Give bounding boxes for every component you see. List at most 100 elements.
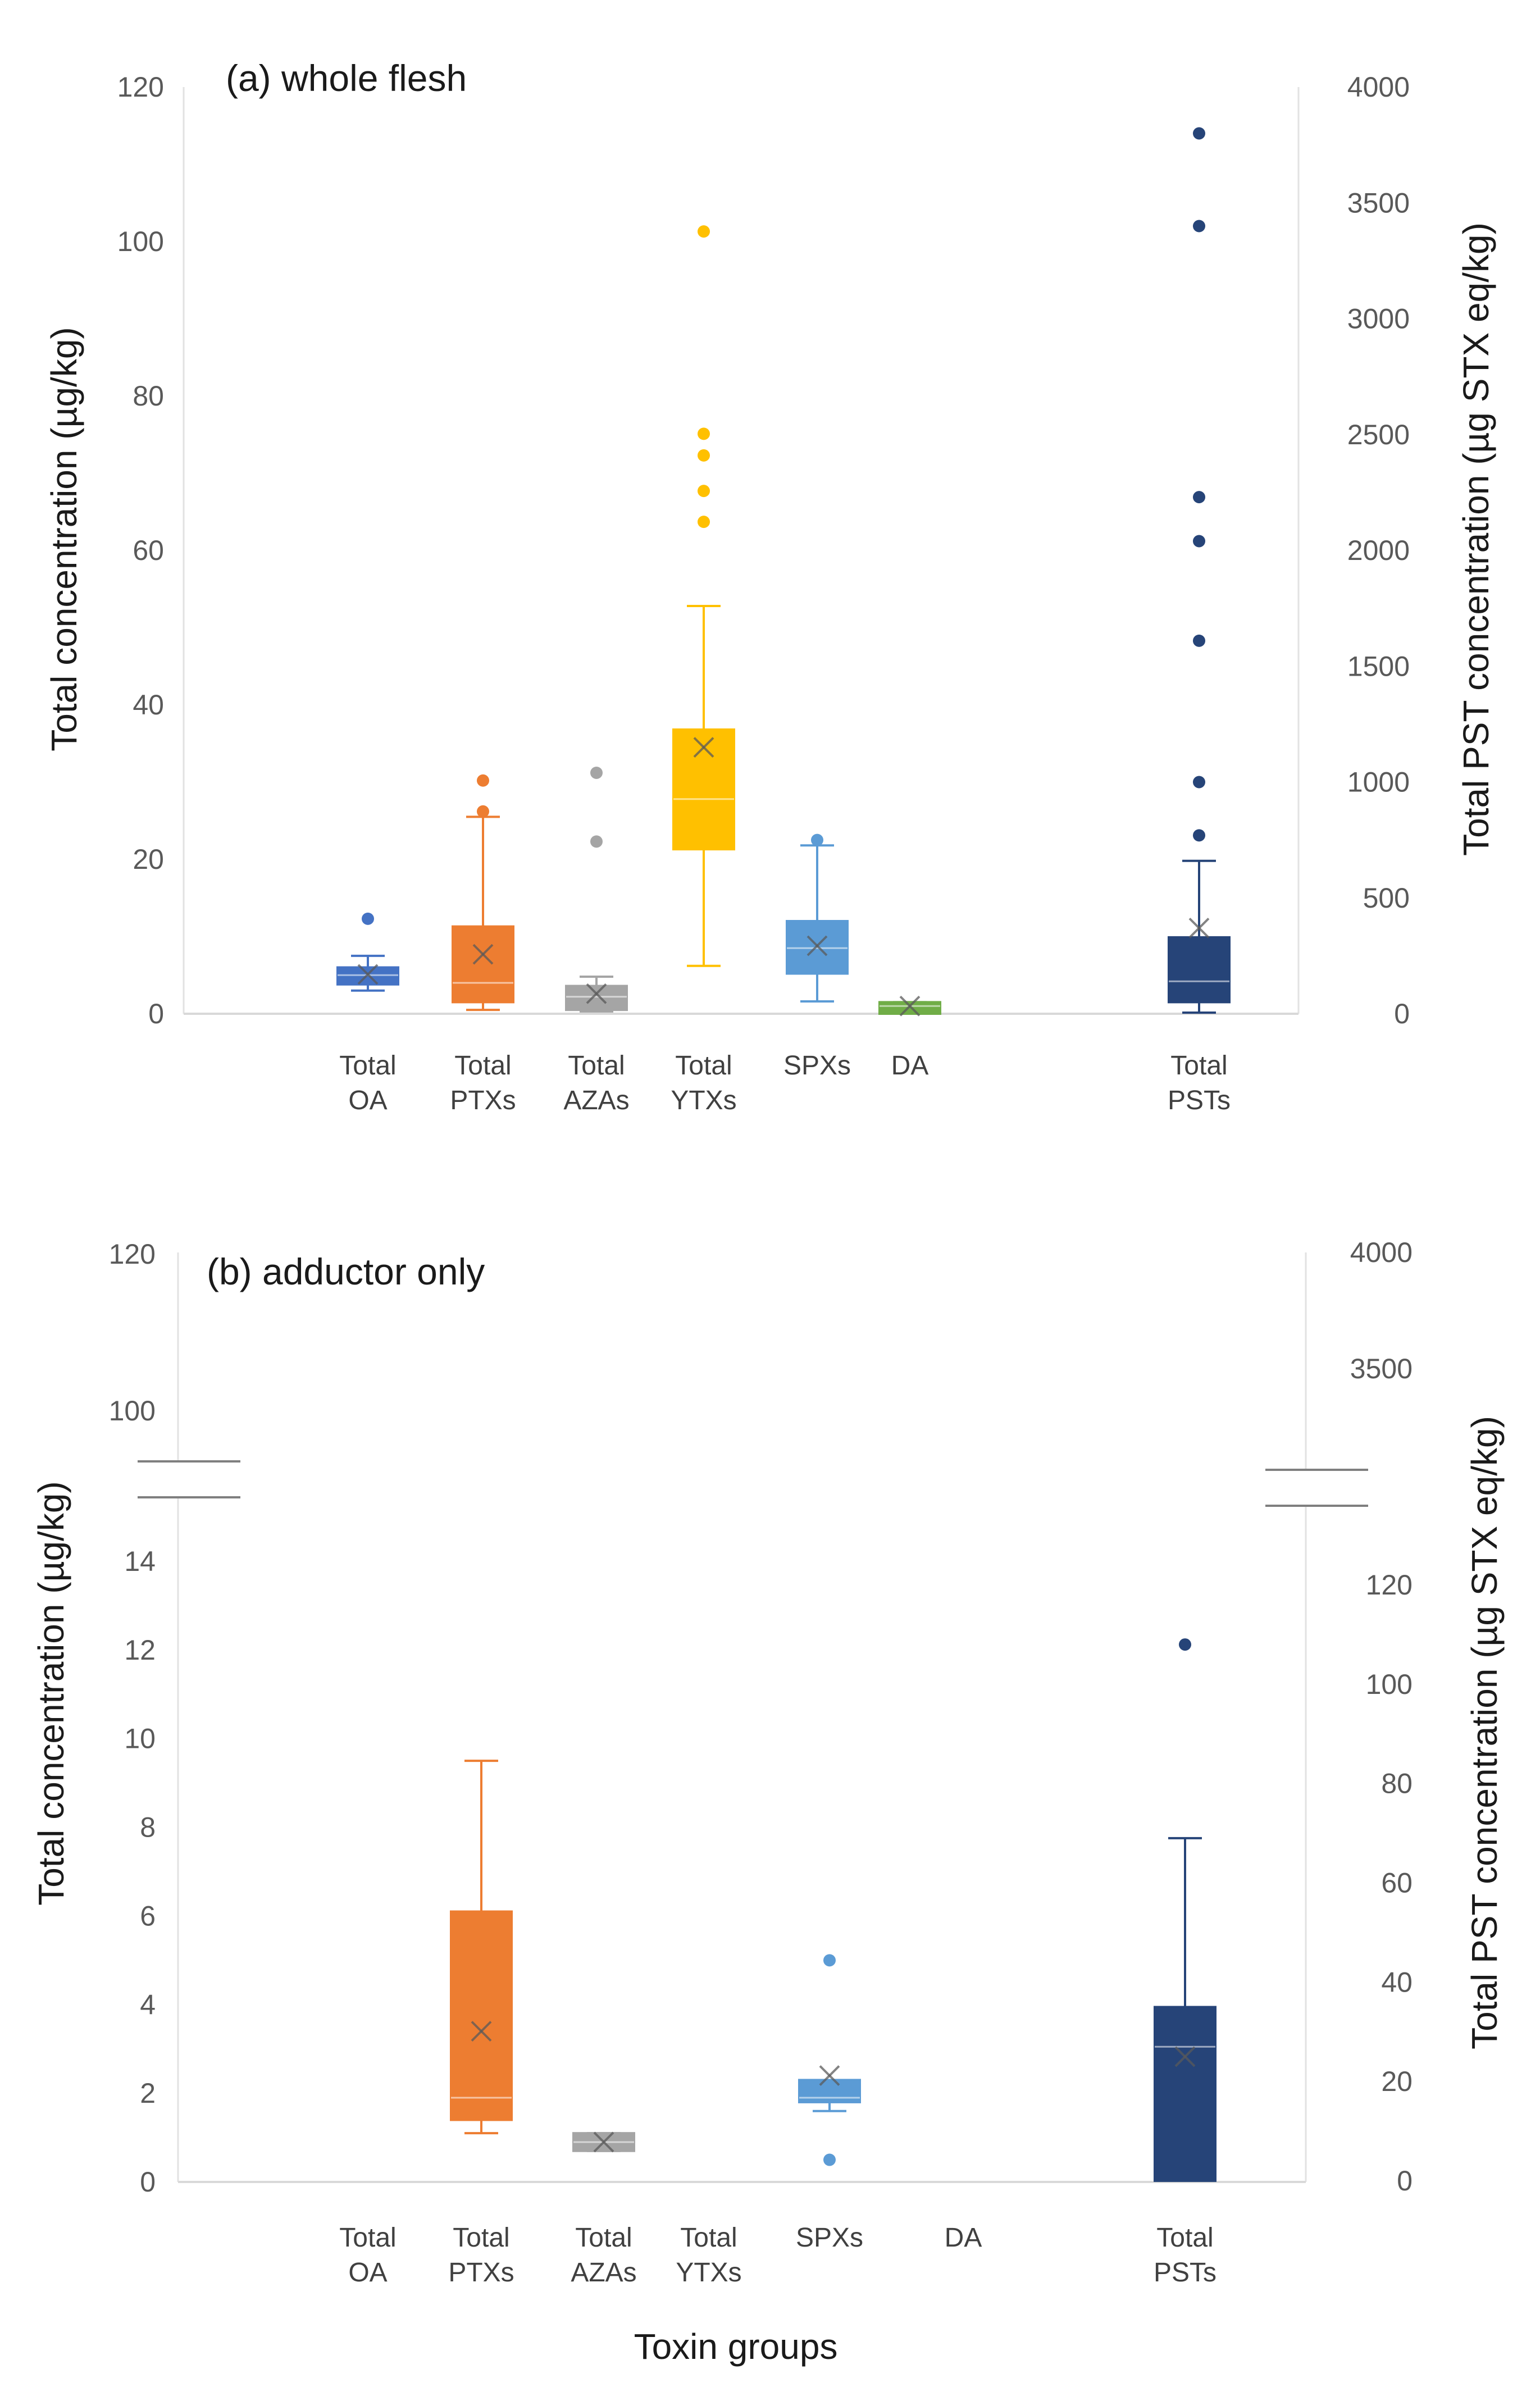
y-tick-label: 8 [140, 1812, 156, 1843]
panel-b-left-axis-title: Total concentration (µg/kg) [31, 1481, 71, 1905]
category-label-line: PSTs [1154, 2258, 1216, 2288]
category-label-line: Total [675, 1051, 732, 1081]
outlier-point [698, 449, 710, 462]
mean-marker [472, 944, 494, 965]
y2-tick-label: 4000 [1347, 71, 1410, 103]
outlier-point [823, 2153, 836, 2166]
y-tick-label: 80 [133, 380, 164, 412]
category-label-line: OA [348, 2258, 387, 2288]
y2-tick-label: 3500 [1347, 187, 1410, 218]
mean-marker [807, 935, 828, 956]
panel-a-right-y-ticks: 0 500 1000 1500 2000 2500 3000 3500 4000 [1347, 71, 1410, 1029]
category-label: Total OA [339, 1051, 396, 1115]
box-total-ptxs [450, 1760, 513, 2135]
mean-marker [819, 2065, 840, 2086]
mean-marker [693, 737, 714, 758]
outlier-point [1179, 1638, 1191, 1651]
outlier-point [698, 225, 710, 238]
category-label-line: PTXs [450, 1086, 516, 1115]
outlier-point [1193, 829, 1205, 842]
y-tick-label: 20 [133, 844, 164, 875]
panel-b-left-y-ticks: 0 2 4 6 8 10 12 14 100 120 [109, 1238, 156, 2198]
y2-tick-label: 1000 [1347, 767, 1410, 798]
y-tick-label: 0 [148, 998, 164, 1029]
outlier-point [1193, 220, 1205, 233]
category-label: DA [891, 1051, 929, 1081]
outlier-point [477, 774, 489, 787]
category-label-line: YTXs [676, 2258, 741, 2288]
panel-b-title: (b) adductor only [207, 1251, 485, 1292]
box-total-psts [1154, 1638, 1216, 2183]
y-tick-label: 100 [109, 1395, 156, 1427]
category-label-line: Total [1156, 2223, 1213, 2253]
box-iqr [565, 985, 628, 1012]
category-label-line: PTXs [448, 2258, 514, 2288]
y-tick-label: 10 [124, 1723, 156, 1755]
box-da [878, 995, 941, 1017]
x-axis-title: Toxin groups [634, 2326, 838, 2367]
outlier-point [1193, 535, 1205, 548]
box-iqr [878, 1001, 941, 1015]
box-total-oa [336, 912, 399, 992]
panel-a: 0 20 40 60 80 100 120 0 500 1000 1500 2000 2500 3000… [44, 57, 1496, 1115]
y-tick-label: 40 [133, 689, 164, 721]
mean-marker [1174, 2046, 1196, 2067]
y2-tick-label: 1500 [1347, 650, 1410, 682]
box-iqr [1154, 2006, 1216, 2183]
panel-a-left-axis-title: Total concentration (µg/kg) [44, 327, 84, 751]
panel-a-category-labels: Total OA Total PTXs Total AZAs Total YTXs SPXs DA… [339, 1051, 1231, 1115]
y-tick-label: 6 [140, 1900, 156, 1931]
category-label-line: PSTs [1168, 1086, 1231, 1115]
outlier-point [811, 833, 823, 846]
box-total-azas [565, 767, 628, 1013]
panel-a-right-axis-title: Total PST concentration (µg STX eq/kg) [1456, 222, 1496, 856]
outlier-point [698, 516, 710, 529]
box-total-ptxs [452, 774, 514, 1012]
box-total-azas [572, 2131, 635, 2153]
box-iqr [798, 2079, 861, 2103]
y2-tick-label: 2500 [1347, 419, 1410, 450]
outlier-point [362, 912, 374, 925]
y2-tick-label: 0 [1394, 998, 1410, 1029]
category-label-line: SPXs [796, 2223, 863, 2253]
category-label: Total PTXs [450, 1051, 516, 1115]
outlier-point [1193, 491, 1205, 504]
panel-b: 0 2 4 6 8 10 12 14 100 120 0 20 40 60 80 100 120 3500 400… [31, 1237, 1505, 2288]
category-label: Total YTXs [671, 1051, 736, 1115]
y-tick-label: 60 [133, 535, 164, 566]
mean-marker [586, 983, 607, 1004]
box-iqr [672, 728, 735, 851]
category-label: Total PSTs [1168, 1051, 1231, 1115]
y-tick-label: 100 [117, 226, 164, 257]
category-label-line: Total [680, 2223, 737, 2253]
y2-tick-label: 3500 [1350, 1353, 1413, 1384]
category-label: Total YTXs [676, 2223, 741, 2288]
y2-tick-label: 60 [1381, 1867, 1413, 1899]
panel-b-right-axis-title: Total PST concentration (µg STX eq/kg) [1464, 1416, 1505, 2049]
panel-b-boxes [450, 1638, 1216, 2183]
category-label-line: DA [891, 1051, 929, 1081]
outlier-point [477, 805, 489, 818]
panel-a-boxes [336, 127, 1231, 1017]
category-label: Total PSTs [1154, 2223, 1216, 2288]
mean-marker [899, 995, 921, 1017]
category-label: Total OA [339, 2223, 396, 2288]
y2-tick-label: 0 [1397, 2165, 1413, 2197]
category-label: Total PTXs [448, 2223, 514, 2288]
panel-b-left-axis-break-gap [168, 1461, 188, 1497]
outlier-point [590, 835, 603, 848]
y-tick-label: 14 [124, 1546, 156, 1577]
outlier-point [1193, 776, 1205, 789]
y2-tick-label: 80 [1381, 1768, 1413, 1799]
y2-tick-label: 2000 [1347, 535, 1410, 566]
category-label-line: Total [1170, 1051, 1227, 1081]
category-label-line: Total [575, 2223, 632, 2253]
y-tick-label: 2 [140, 2077, 156, 2109]
category-label: Total AZAs [563, 1051, 629, 1115]
category-label-line: Total [339, 2223, 396, 2253]
box-total-ytxs [672, 225, 735, 967]
category-label-line: AZAs [563, 1086, 629, 1115]
panel-b-category-labels: Total OA Total PTXs Total AZAs Total YTXs SPXs DA… [339, 2223, 1216, 2288]
y2-tick-label: 40 [1381, 1966, 1413, 1998]
